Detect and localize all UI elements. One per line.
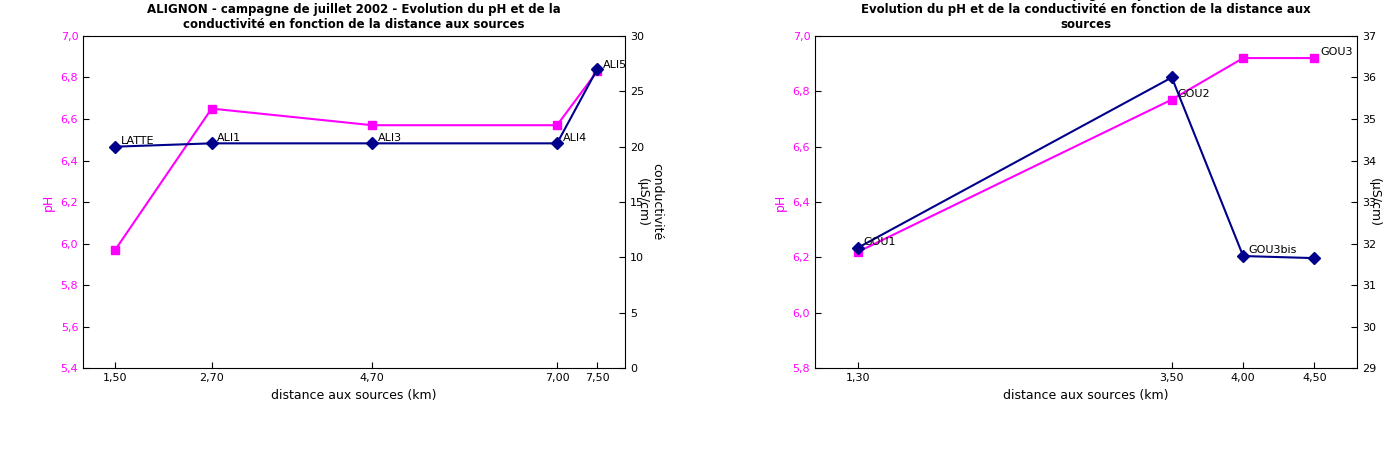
Y-axis label: conductivité
(µS/cm): conductivité (µS/cm) bbox=[1368, 163, 1385, 241]
Y-axis label: pH: pH bbox=[42, 194, 55, 211]
Text: GOU3: GOU3 bbox=[1320, 47, 1353, 57]
Text: ALI3: ALI3 bbox=[378, 132, 402, 143]
Title: GOUDESCHE - campagne de juillet 2002 -
Evolution du pH et de la conductivité en : GOUDESCHE - campagne de juillet 2002 - E… bbox=[861, 0, 1312, 31]
Text: GOU3bis: GOU3bis bbox=[1249, 245, 1298, 255]
X-axis label: distance aux sources (km): distance aux sources (km) bbox=[1004, 388, 1169, 401]
Y-axis label: pH: pH bbox=[774, 194, 787, 211]
Text: ALI1: ALI1 bbox=[217, 132, 241, 143]
Text: ALI5: ALI5 bbox=[602, 61, 627, 70]
X-axis label: distance aux sources (km): distance aux sources (km) bbox=[271, 388, 436, 401]
Text: LATTE: LATTE bbox=[120, 136, 154, 146]
Text: ALI4: ALI4 bbox=[562, 132, 587, 143]
Y-axis label: conductivité
(µS/cm): conductivité (µS/cm) bbox=[636, 163, 663, 241]
Text: GOU2: GOU2 bbox=[1177, 89, 1210, 99]
Title: ALIGNON - campagne de juillet 2002 - Evolution du pH et de la
conductivité en fo: ALIGNON - campagne de juillet 2002 - Evo… bbox=[147, 3, 561, 31]
Text: GOU1: GOU1 bbox=[863, 237, 896, 247]
